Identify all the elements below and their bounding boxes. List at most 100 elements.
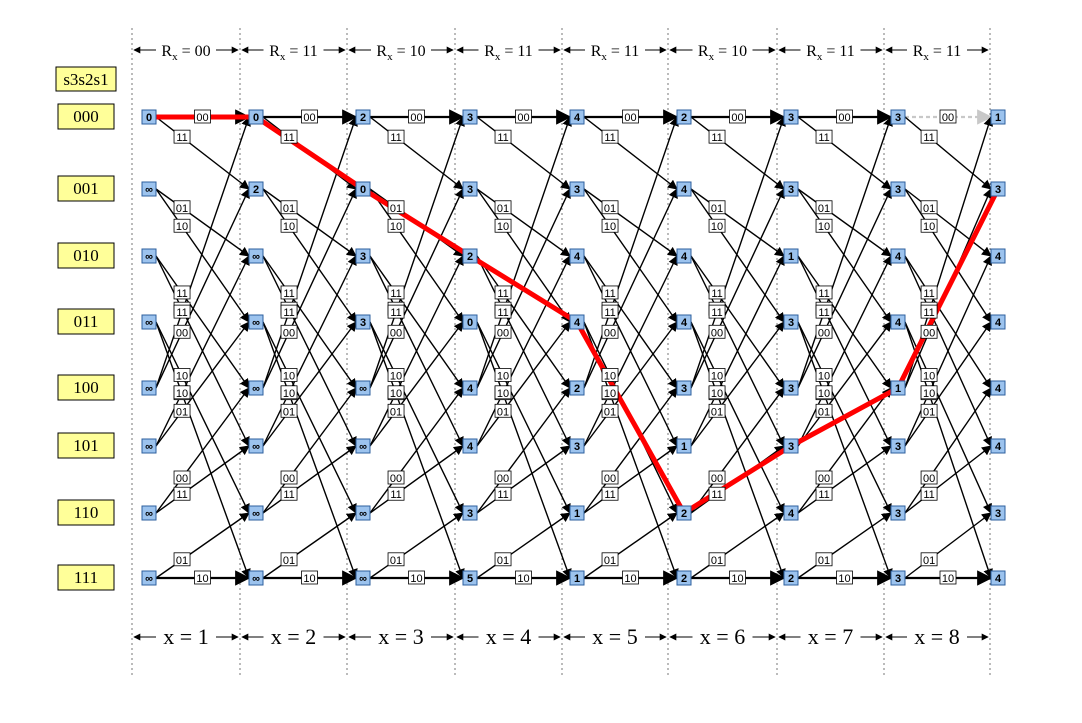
svg-text:4: 4 <box>895 251 902 263</box>
svg-text:1: 1 <box>574 573 580 585</box>
trellis-edge <box>369 512 464 579</box>
edge-output-label: 10 <box>301 570 318 585</box>
trellis-edge <box>583 445 678 514</box>
trellis-edge <box>690 387 785 514</box>
svg-text:∞: ∞ <box>252 508 260 520</box>
edge-output-label: 01 <box>815 200 833 215</box>
edge-output-label: 01 <box>173 403 191 418</box>
svg-text:4: 4 <box>995 383 1002 395</box>
trellis-edge <box>369 255 464 389</box>
edge-output-label: 10 <box>601 218 619 233</box>
trellis-edge <box>476 188 571 257</box>
edge-output-label: 01 <box>280 552 298 567</box>
trellis-edge <box>155 255 250 447</box>
svg-text:10: 10 <box>390 221 402 233</box>
svg-text:11: 11 <box>711 489 722 501</box>
trellis-node: ∞ <box>141 570 157 586</box>
svg-text:3: 3 <box>895 112 901 124</box>
edge-output-label: 10 <box>194 570 211 585</box>
svg-text:0: 0 <box>360 184 366 196</box>
svg-text:100: 100 <box>73 378 99 397</box>
trellis-edge <box>904 255 992 447</box>
trellis-edge <box>155 387 250 514</box>
svg-text:3: 3 <box>788 441 794 453</box>
svg-text:∞: ∞ <box>145 251 153 263</box>
svg-text:1: 1 <box>681 441 687 453</box>
trellis-edges <box>155 109 994 586</box>
edge-output-label: 10 <box>708 385 726 400</box>
svg-text:3: 3 <box>895 184 901 196</box>
trellis-edge <box>690 321 785 447</box>
edge-output-label: 00 <box>194 109 211 124</box>
edge-output-label: 01 <box>280 200 298 215</box>
edge-output-label: 00 <box>387 324 405 339</box>
svg-text:∞: ∞ <box>252 441 260 453</box>
svg-text:00: 00 <box>923 327 935 339</box>
svg-text:110: 110 <box>74 503 99 522</box>
svg-text:∞: ∞ <box>252 317 260 329</box>
svg-text:5: 5 <box>467 573 473 585</box>
edge-output-label: 10 <box>387 218 405 233</box>
trellis-node: 3 <box>890 181 906 197</box>
trellis-node: 4 <box>462 380 478 396</box>
svg-text:00: 00 <box>196 112 208 124</box>
svg-text:01: 01 <box>283 406 295 418</box>
svg-text:00: 00 <box>176 327 188 339</box>
svg-text:11: 11 <box>283 307 294 319</box>
svg-text:00: 00 <box>390 327 402 339</box>
svg-text:3: 3 <box>360 317 366 329</box>
svg-text:10: 10 <box>283 221 295 233</box>
svg-text:∞: ∞ <box>145 317 153 329</box>
edge-output-label: 11 <box>494 285 512 300</box>
trellis-node: 4 <box>890 314 906 330</box>
edge-output-label: 11 <box>387 285 405 300</box>
svg-text:01: 01 <box>711 203 723 215</box>
edge-output-label: 01 <box>708 552 726 567</box>
trellis-edge <box>476 116 572 389</box>
trellis-node: 4 <box>676 181 692 197</box>
edge-output-label: 01 <box>387 403 405 418</box>
svg-text:10: 10 <box>624 573 636 585</box>
svg-text:00: 00 <box>517 112 529 124</box>
trellis-node: 4 <box>990 570 1006 586</box>
trellis-edge <box>797 321 892 447</box>
edge-output-label: 11 <box>494 486 512 501</box>
edge-output-label: 00 <box>515 109 532 124</box>
trellis-edge <box>797 445 892 514</box>
svg-text:00: 00 <box>942 112 954 124</box>
trellis-node: 3 <box>569 181 585 197</box>
svg-text:10: 10 <box>176 370 188 382</box>
edge-output-label: 10 <box>387 368 405 382</box>
svg-text:10: 10 <box>176 221 188 233</box>
trellis-edge <box>583 255 678 447</box>
svg-text:10: 10 <box>604 221 616 233</box>
trellis-edge <box>797 116 892 190</box>
svg-text:2: 2 <box>681 573 687 585</box>
svg-text:1: 1 <box>574 508 580 520</box>
svg-text:11: 11 <box>390 489 401 501</box>
svg-text:0: 0 <box>467 317 473 329</box>
edge-output-label: 11 <box>815 486 833 501</box>
edge-output-label: 11 <box>601 129 619 144</box>
edge-output-label: 00 <box>173 324 191 339</box>
trellis-edge <box>476 445 571 514</box>
svg-text:11: 11 <box>390 307 401 319</box>
svg-text:11: 11 <box>497 489 508 501</box>
trellis-node: 3 <box>783 438 799 454</box>
svg-text:01: 01 <box>604 203 616 215</box>
svg-text:01: 01 <box>818 203 830 215</box>
trellis-node: 4 <box>676 248 692 264</box>
edge-output-label: 10 <box>815 218 833 233</box>
state-header-text: s3s2s1 <box>63 70 108 89</box>
trellis-edge <box>262 188 357 257</box>
trellis-node: ∞ <box>248 248 264 264</box>
trellis-node: ∞ <box>141 505 157 521</box>
edge-output-label: 10 <box>836 570 853 585</box>
trellis-node: 3 <box>783 380 799 396</box>
svg-text:00: 00 <box>604 327 616 339</box>
edge-output-label: 00 <box>939 109 957 124</box>
trellis-edge <box>583 188 678 257</box>
edge-output-label: 01 <box>920 200 938 215</box>
svg-text:00: 00 <box>711 473 723 485</box>
svg-text:00: 00 <box>838 112 850 124</box>
